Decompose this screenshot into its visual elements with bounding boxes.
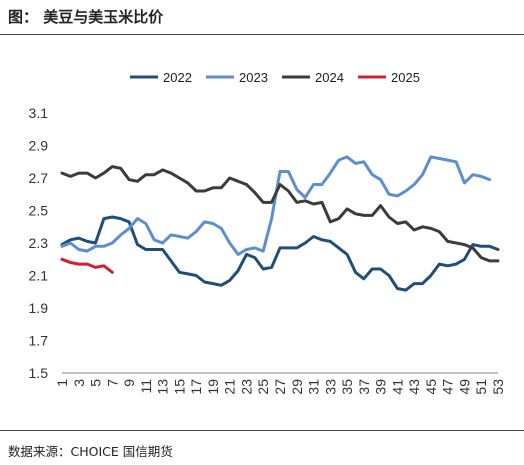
x-tick-label: 17	[188, 379, 204, 395]
x-tick-label: 25	[255, 379, 271, 395]
x-tick-label: 31	[306, 379, 322, 395]
legend-label-2025: 2025	[391, 70, 420, 85]
y-tick-label: 1.9	[29, 300, 49, 316]
x-tick-label: 47	[440, 379, 456, 395]
x-tick-label: 23	[238, 379, 254, 395]
page-title: 图： 美豆与美玉米比价	[8, 8, 164, 26]
x-tick-label: 21	[222, 379, 238, 395]
y-tick-label: 2.5	[29, 203, 49, 219]
x-tick-label: 49	[456, 379, 472, 395]
series-line-2024	[60, 165, 500, 263]
x-tick-label: 29	[289, 379, 305, 395]
chart-legend: 2022 2023 2024 2025	[130, 70, 420, 85]
title-divider	[0, 34, 524, 35]
x-tick-label: 45	[423, 379, 439, 395]
x-tick-label: 27	[272, 379, 288, 395]
y-tick-label: 2.7	[29, 170, 49, 186]
x-tick-label: 41	[389, 379, 405, 395]
x-tick-label: 15	[171, 379, 187, 395]
legend-label-2022: 2022	[163, 70, 192, 85]
x-tick-label: 9	[121, 379, 137, 387]
x-tick-label: 1	[54, 379, 70, 387]
series-line-2023	[60, 155, 492, 256]
source-note: 数据来源：CHOICE 国信期货	[8, 444, 173, 459]
series-line-2022	[60, 215, 500, 292]
x-tick-label: 51	[473, 379, 489, 395]
y-tick-label: 2.3	[29, 235, 49, 251]
y-tick-label: 2.1	[29, 268, 49, 284]
y-tick-label: 3.1	[29, 105, 49, 121]
x-tick-label: 13	[155, 379, 171, 395]
x-axis: 1 3 5 7 9 11 13 15 17 19 21 23 25 27 29 31 33 35 37 39 41 43 4…	[54, 372, 506, 395]
x-tick-label: 35	[339, 379, 355, 395]
source-divider	[0, 430, 524, 431]
x-tick-label: 11	[138, 379, 154, 394]
x-tick-label: 43	[406, 379, 422, 395]
x-tick-label: 5	[88, 379, 104, 387]
x-tick-label: 3	[71, 379, 87, 387]
y-tick-label: 1.7	[29, 333, 49, 349]
x-tick-label: 39	[373, 379, 389, 395]
series-line-2025	[60, 257, 114, 274]
series-lines	[60, 155, 500, 292]
legend-label-2024: 2024	[315, 70, 344, 85]
y-tick-label: 1.5	[29, 365, 49, 381]
x-tick-label: 7	[104, 379, 120, 387]
y-axis: 3.1 2.9 2.7 2.5 2.3 2.1 1.9 1.7 1.5	[29, 105, 49, 381]
chart-area: 2022 2023 2024 2025 3.1 2.9 2.7 2.5 2.3 2.1 1.9 1.…	[29, 70, 506, 395]
x-tick-label: 53	[490, 379, 506, 395]
x-tick-label: 37	[356, 379, 372, 395]
legend-label-2023: 2023	[239, 70, 268, 85]
x-tick-label: 33	[322, 379, 338, 395]
x-tick-label: 19	[205, 379, 221, 395]
y-tick-label: 2.9	[29, 138, 49, 154]
